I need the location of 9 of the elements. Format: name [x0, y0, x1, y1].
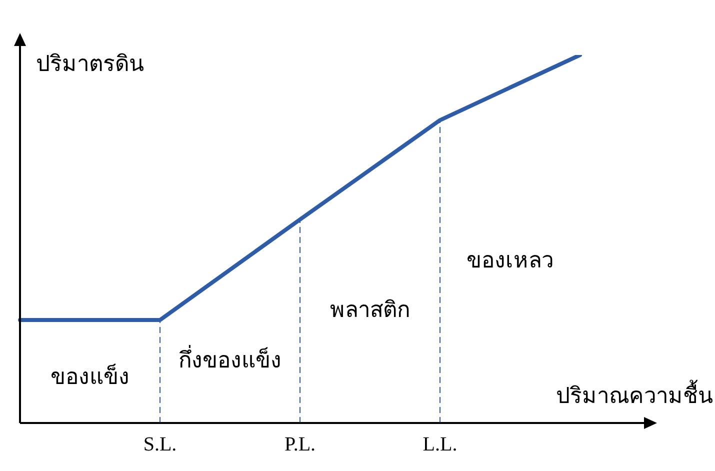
annotation: พลาสติก: [330, 297, 410, 322]
annotation: กึ่งของแข็ง: [178, 344, 282, 372]
x-axis-title: ปริมาณความชื้น: [556, 380, 713, 408]
annotation: ของแข็ง: [50, 362, 130, 389]
y-axis-title: ปริมาตรดิน: [36, 50, 144, 76]
x-tick-label: L.L.: [422, 433, 458, 456]
x-tick-label: P.L.: [284, 433, 316, 456]
annotation: ของเหลว: [466, 247, 554, 272]
x-tick-label: S.L.: [143, 433, 177, 456]
